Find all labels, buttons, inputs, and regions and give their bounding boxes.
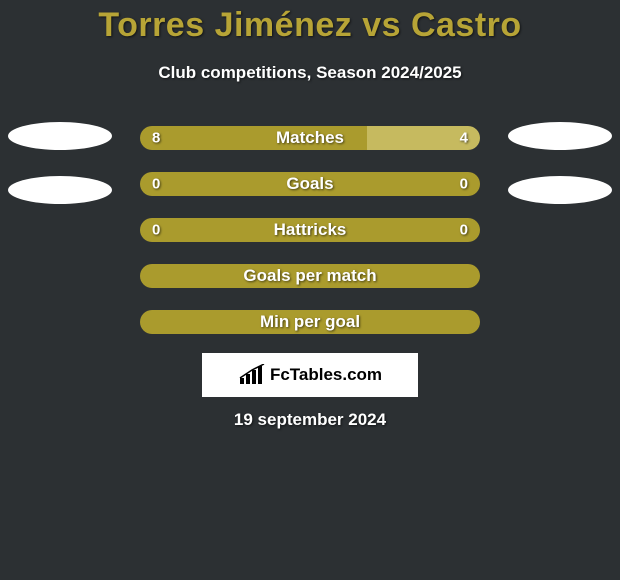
branding-logo: FcTables.com — [202, 353, 418, 397]
stat-bar: Min per goal — [140, 310, 480, 334]
player-photo-left — [8, 176, 112, 204]
page-subtitle: Club competitions, Season 2024/2025 — [0, 63, 620, 83]
stat-bar: Goals per match — [140, 264, 480, 288]
comparison-infographic: Torres Jiménez vs Castro Club competitio… — [0, 0, 620, 580]
player-photo-right — [508, 176, 612, 204]
branding-logo-text: FcTables.com — [270, 365, 382, 385]
generation-date: 19 september 2024 — [0, 410, 620, 430]
stat-bar: Hattricks00 — [140, 218, 480, 242]
page-title: Torres Jiménez vs Castro — [0, 6, 620, 45]
stat-bar: Matches84 — [140, 126, 480, 150]
player-photo-right — [508, 122, 612, 150]
stat-bar-left-segment — [140, 172, 480, 196]
stat-bar-right-segment — [367, 126, 480, 150]
bar-chart-icon — [238, 364, 266, 386]
player-photo-left — [8, 122, 112, 150]
stat-bar-left-segment — [140, 264, 480, 288]
stat-bar: Goals00 — [140, 172, 480, 196]
stat-bar-left-segment — [140, 218, 480, 242]
stat-bar-left-segment — [140, 126, 367, 150]
stat-bar-left-segment — [140, 310, 480, 334]
